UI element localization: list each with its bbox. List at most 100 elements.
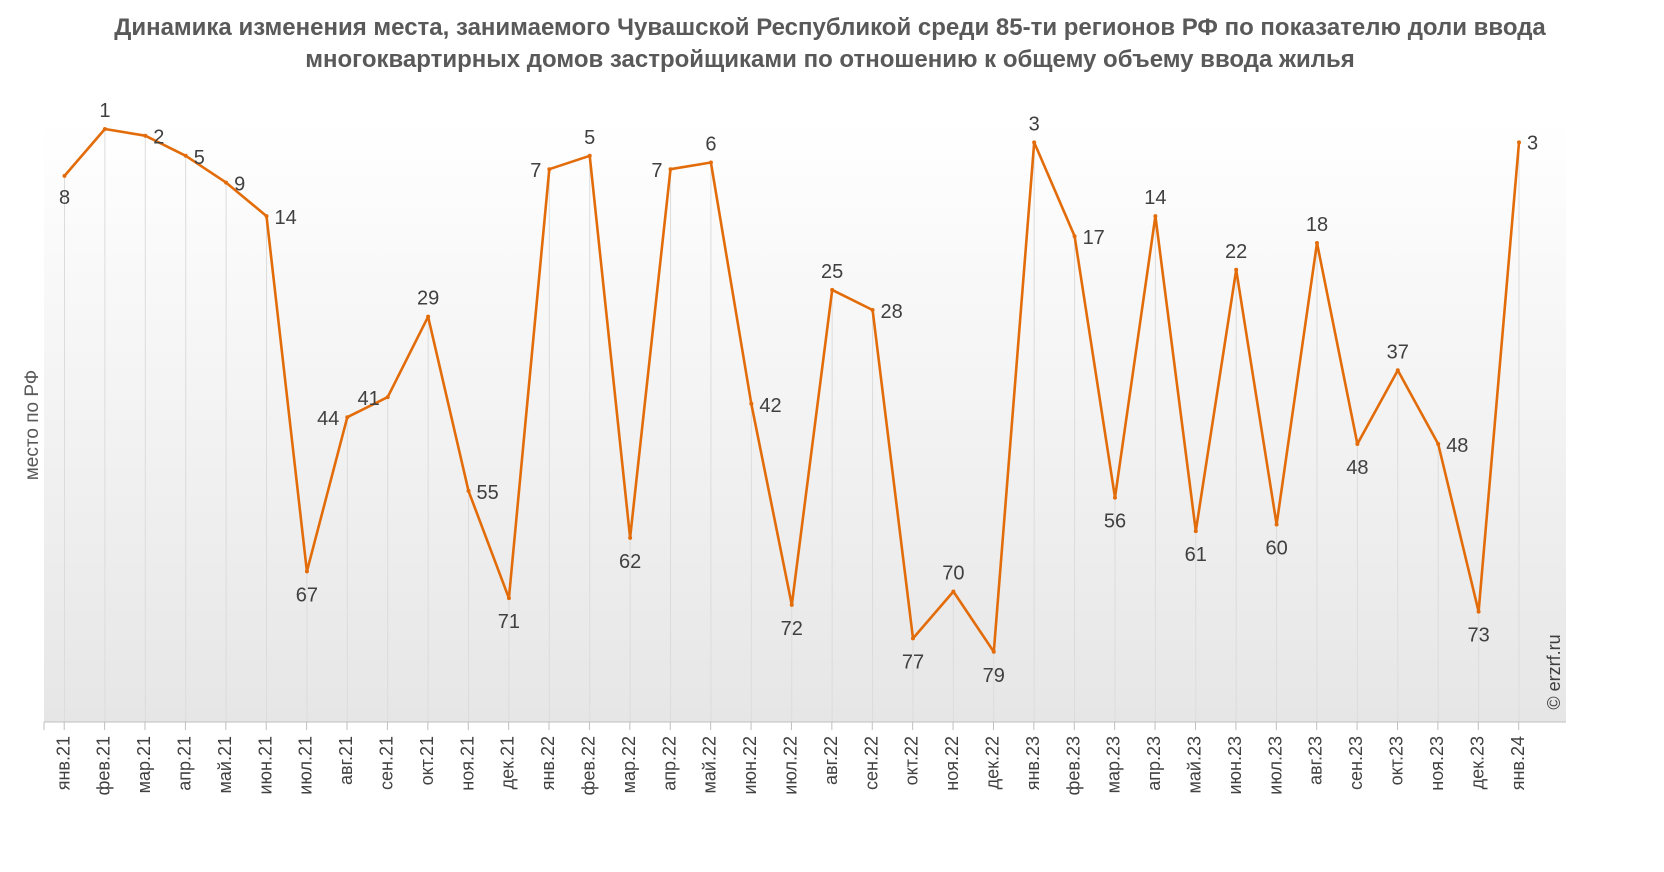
data-point: [1153, 214, 1158, 219]
data-label: 73: [1467, 625, 1489, 647]
data-label: 79: [983, 665, 1005, 687]
x-tick-label: авг.23: [1306, 736, 1326, 785]
x-tick-label: мар.22: [619, 736, 639, 793]
data-label: 3: [1029, 113, 1040, 135]
data-label: 14: [275, 207, 297, 229]
x-tick-label: окт.22: [902, 736, 922, 785]
data-label: 18: [1306, 214, 1328, 236]
data-label: 5: [194, 147, 205, 169]
x-tick-label: дек.22: [983, 736, 1003, 789]
data-point: [1355, 442, 1360, 447]
x-tick-label: окт.23: [1387, 736, 1407, 785]
x-tick-label: июл.23: [1265, 736, 1285, 795]
data-point: [506, 596, 511, 601]
data-point: [1274, 522, 1279, 527]
y-axis-title: место по РФ: [22, 370, 43, 481]
data-label: 44: [317, 408, 339, 430]
data-point: [1436, 442, 1441, 447]
x-tick-label: сен.23: [1346, 736, 1366, 790]
plot-area: [44, 120, 1566, 722]
x-tick-label: мар.21: [134, 736, 154, 793]
data-point: [1234, 267, 1239, 272]
data-point: [749, 401, 754, 406]
data-label: 70: [942, 562, 964, 584]
x-tick-label: ноя.23: [1427, 736, 1447, 791]
data-point: [991, 649, 996, 654]
data-point: [830, 287, 835, 292]
data-label: 61: [1185, 544, 1207, 566]
data-point: [668, 167, 673, 172]
data-label: 67: [296, 584, 318, 606]
data-point: [1072, 234, 1077, 239]
data-label: 48: [1446, 435, 1468, 457]
x-tick-label: янв.21: [53, 736, 73, 790]
data-label: 28: [881, 301, 903, 323]
data-point: [224, 180, 229, 185]
data-point: [1193, 529, 1198, 534]
data-label: 77: [902, 651, 924, 673]
data-point: [183, 153, 188, 158]
x-tick-label: ноя.21: [457, 736, 477, 791]
x-tick-label: мар.23: [1104, 736, 1124, 793]
data-point: [1476, 609, 1481, 614]
watermark: © erzrf.ru: [1544, 634, 1564, 709]
x-tick-label: окт.21: [417, 736, 437, 785]
data-point: [304, 569, 309, 574]
data-label: 17: [1083, 227, 1105, 249]
data-point: [910, 636, 915, 641]
x-tick-label: июн.23: [1225, 736, 1245, 795]
x-tick-label: июн.22: [740, 736, 760, 795]
chart-title: Динамика изменения места, занимаемого Чу…: [114, 14, 1546, 73]
data-point: [628, 535, 633, 540]
data-label: 1: [99, 100, 110, 122]
data-point: [789, 602, 794, 607]
data-label: 22: [1225, 241, 1247, 263]
x-tick-label: июл.22: [781, 736, 801, 795]
data-label: 62: [619, 551, 641, 573]
x-tick-label: май.22: [700, 736, 720, 793]
data-label: 41: [357, 388, 379, 410]
x-tick-label: май.21: [215, 736, 235, 793]
data-label: 5: [584, 127, 595, 149]
data-label: 56: [1104, 511, 1126, 533]
data-point: [102, 127, 107, 131]
x-tick-label: июл.21: [296, 736, 316, 795]
data-label: 6: [705, 134, 716, 156]
x-tick-label: фев.21: [94, 736, 114, 795]
data-label: 8: [59, 187, 70, 209]
x-tick-label: авг.21: [336, 736, 356, 785]
data-point: [264, 214, 269, 219]
data-point: [1112, 495, 1117, 500]
x-tick-label: дек.21: [498, 736, 518, 789]
data-label: 2: [153, 127, 164, 149]
data-point: [870, 307, 875, 312]
data-label: 25: [821, 261, 843, 283]
data-point: [345, 415, 350, 420]
x-tick-label: ноя.22: [942, 736, 962, 791]
x-tick-label: апр.23: [1144, 736, 1164, 791]
data-label: 7: [530, 160, 541, 182]
data-point: [1314, 240, 1319, 245]
data-label: 48: [1346, 457, 1368, 479]
data-label: 72: [781, 618, 803, 640]
x-tick-label: май.23: [1185, 736, 1205, 793]
data-label: 37: [1387, 341, 1409, 363]
data-point: [143, 133, 148, 138]
data-point: [385, 395, 390, 400]
data-label: 3: [1527, 132, 1538, 154]
data-point: [547, 167, 552, 172]
x-tick-label: фев.22: [578, 736, 598, 795]
data-label: 42: [759, 395, 781, 417]
x-tick-label: янв.23: [1023, 736, 1043, 790]
data-label: 29: [417, 288, 439, 310]
x-tick-label: янв.22: [538, 736, 558, 790]
data-point: [1395, 368, 1400, 373]
data-label: 14: [1144, 187, 1166, 209]
x-tick-label: янв.24: [1508, 736, 1528, 790]
data-point: [951, 589, 956, 594]
data-point: [708, 160, 713, 165]
x-tick-label: апр.22: [659, 736, 679, 791]
x-tick-label: авг.22: [821, 736, 841, 785]
x-tick-label: фев.23: [1063, 736, 1083, 795]
